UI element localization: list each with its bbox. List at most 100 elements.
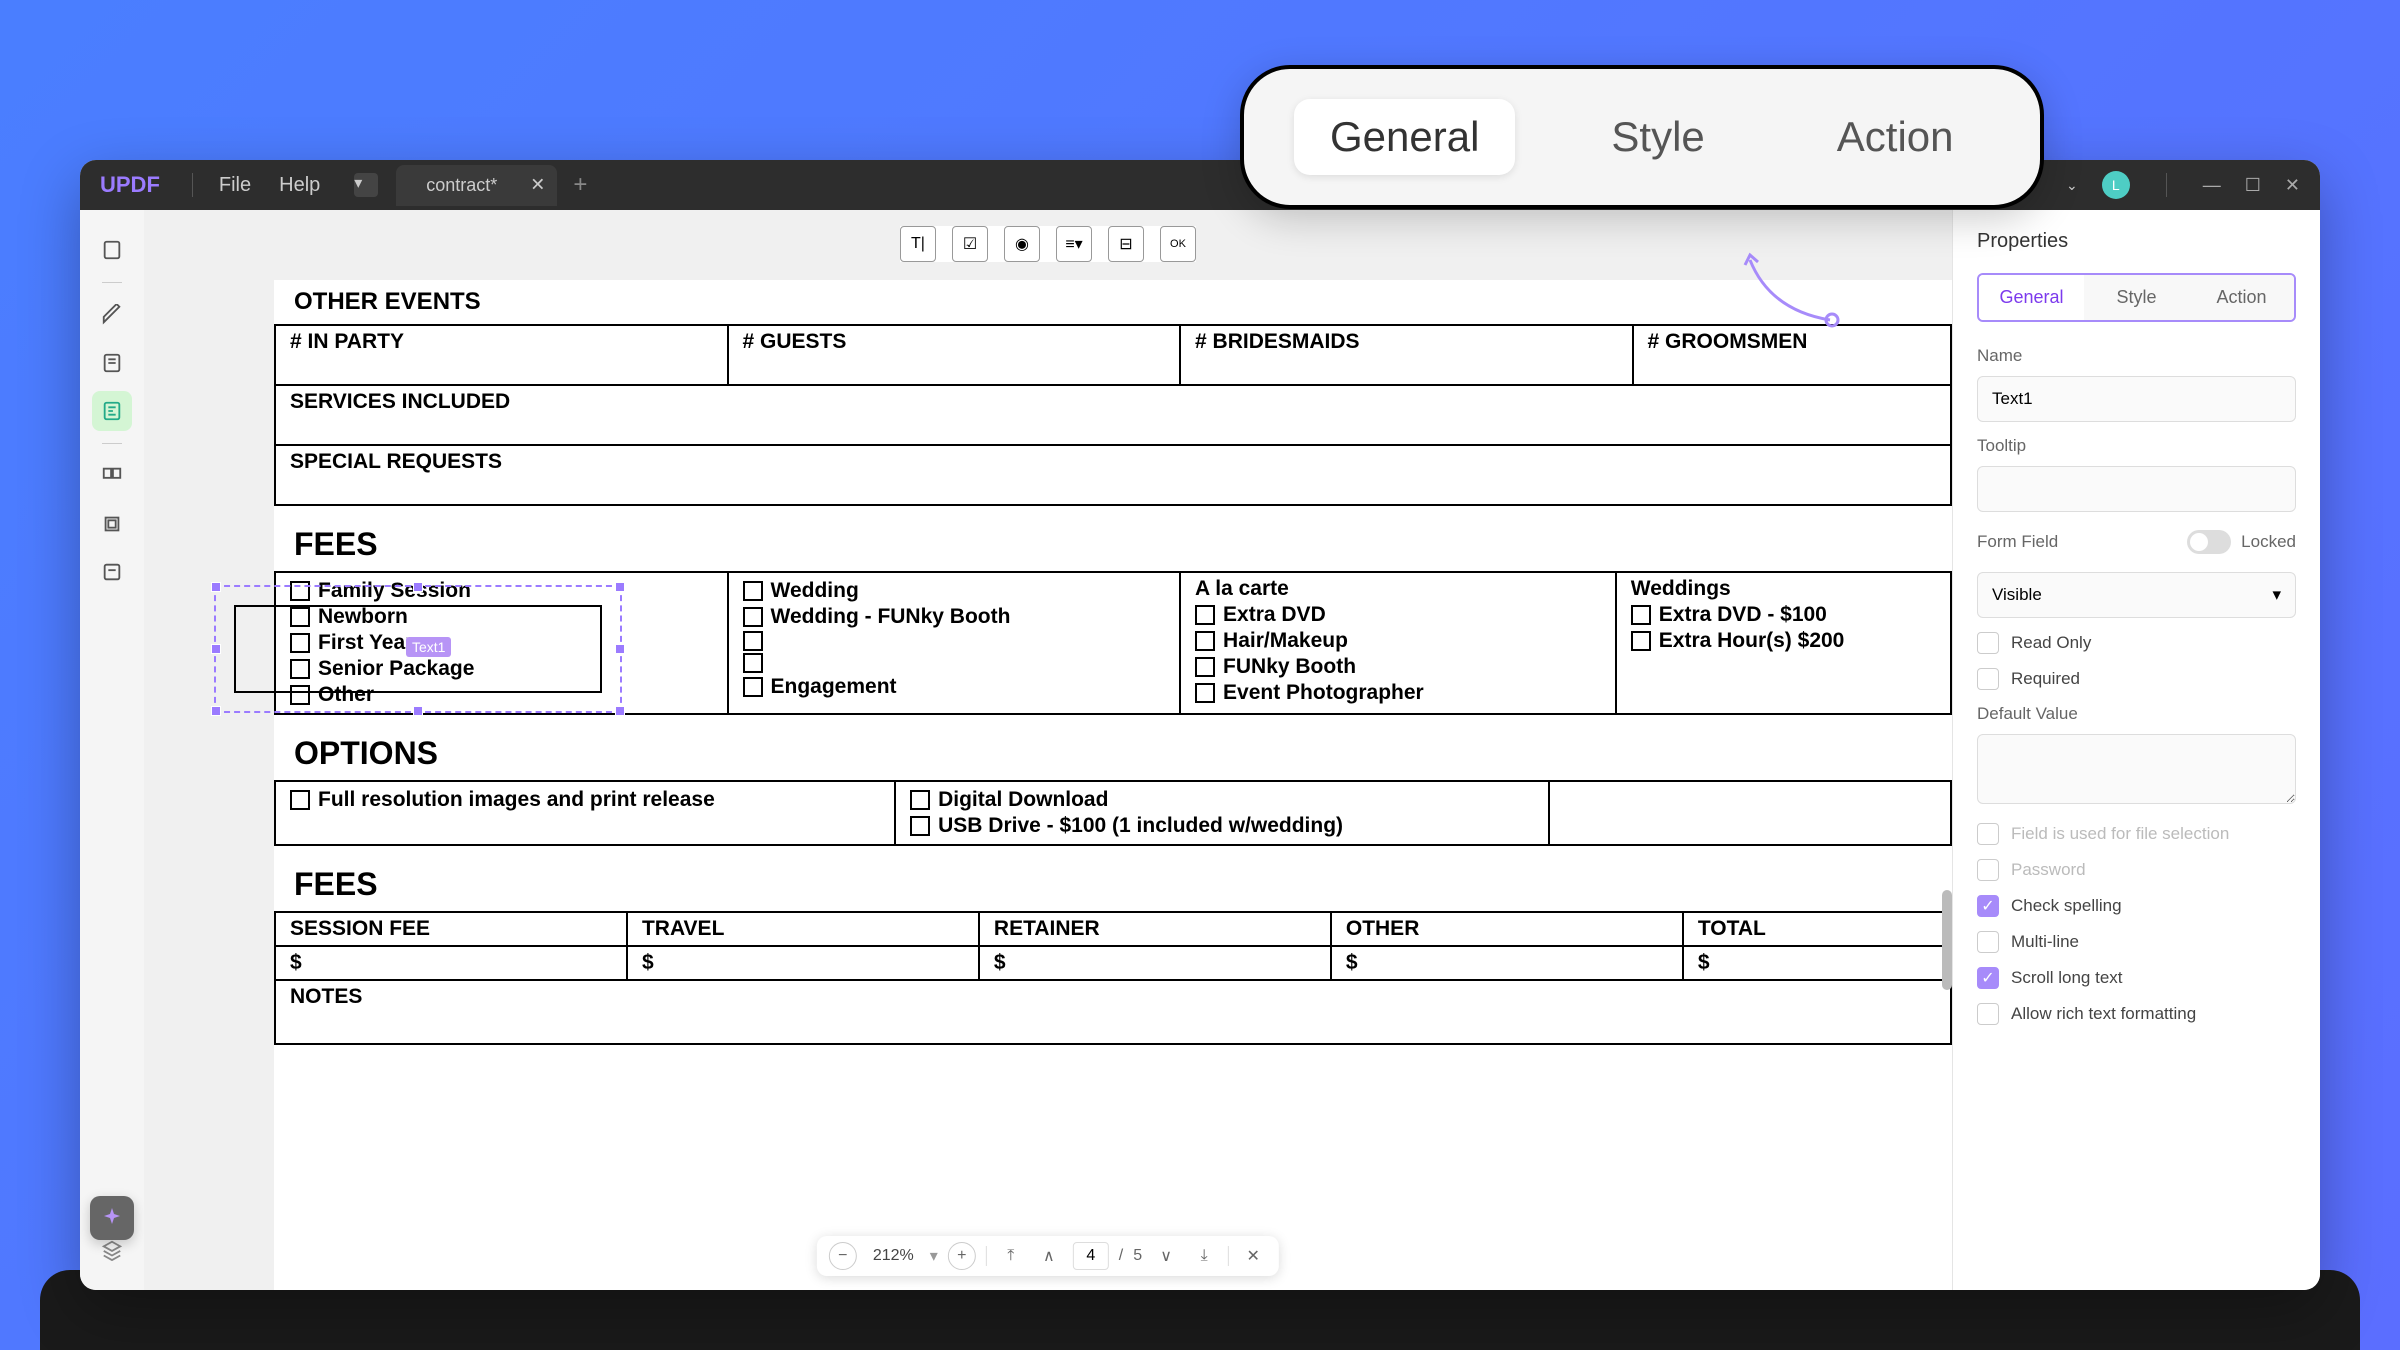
checkbox[interactable] xyxy=(1195,605,1215,625)
checkbox-row: Wedding xyxy=(743,579,1166,603)
checkbox-label: USB Drive - $100 (1 included w/wedding) xyxy=(938,814,1343,838)
checkbox[interactable] xyxy=(910,816,930,836)
checkbox[interactable] xyxy=(1195,683,1215,703)
fee-header: OTHER xyxy=(1346,917,1668,941)
required-checkbox[interactable] xyxy=(1977,668,1999,690)
first-page-button[interactable]: ⤒ xyxy=(997,1242,1025,1270)
app-logo: UPDF xyxy=(100,172,160,198)
button-tool[interactable]: OK xyxy=(1160,226,1196,262)
window-controls: ⌄ L — ☐ ✕ xyxy=(2066,171,2300,199)
read-only-checkbox[interactable] xyxy=(1977,632,1999,654)
property-checkbox[interactable] xyxy=(1977,931,1999,953)
new-tab-button[interactable]: + xyxy=(573,171,587,199)
checkbox[interactable] xyxy=(1631,605,1651,625)
radio-tool[interactable]: ◉ xyxy=(1004,226,1040,262)
dropdown-tool[interactable]: ≡▾ xyxy=(1056,226,1092,262)
checkbox-row: Hair/Makeup xyxy=(1195,629,1601,653)
resize-handle[interactable] xyxy=(615,706,625,716)
page-number-input[interactable] xyxy=(1073,1242,1109,1270)
form-toolbar: T| ☑ ◉ ≡▾ ⊟ OK xyxy=(900,226,1196,262)
tab-general[interactable]: General xyxy=(1979,275,2084,320)
checkbox[interactable] xyxy=(1631,631,1651,651)
checkbox-row: USB Drive - $100 (1 included w/wedding) xyxy=(910,814,1534,838)
reader-tool-icon[interactable] xyxy=(92,230,132,270)
visibility-dropdown[interactable]: Visible ▾ xyxy=(1977,572,2296,618)
resize-handle[interactable] xyxy=(211,644,221,654)
checkbox[interactable] xyxy=(743,653,763,673)
checkbox-label: FUNky Booth xyxy=(1223,655,1356,679)
redact-tool-icon[interactable] xyxy=(92,552,132,592)
minimize-button[interactable]: — xyxy=(2203,175,2221,196)
field-name-badge: Text1 xyxy=(406,637,451,657)
menu-file[interactable]: File xyxy=(219,174,251,197)
resize-handle[interactable] xyxy=(615,582,625,592)
checkbox[interactable] xyxy=(743,581,763,601)
selected-form-field[interactable]: Text1 xyxy=(214,585,622,713)
resize-handle[interactable] xyxy=(413,582,423,592)
checkbox-row: Extra DVD - $100 xyxy=(1631,603,1936,627)
name-input[interactable] xyxy=(1977,376,2296,422)
scrollbar-thumb[interactable] xyxy=(1942,890,1952,990)
resize-handle[interactable] xyxy=(615,644,625,654)
locked-toggle[interactable] xyxy=(2187,530,2231,554)
comment-tool-icon[interactable] xyxy=(92,295,132,335)
tooltip-input[interactable] xyxy=(1977,466,2296,512)
checkbox[interactable] xyxy=(290,790,310,810)
chevron-down-icon: ▾ xyxy=(2272,585,2281,605)
dollar-cell: $ xyxy=(1683,946,1951,980)
tab-style[interactable]: Style xyxy=(2084,275,2189,320)
zoom-in-button[interactable]: + xyxy=(948,1242,976,1270)
section-fees2: FEES xyxy=(274,846,1952,911)
prev-page-button[interactable]: ∧ xyxy=(1035,1242,1063,1270)
party-table: # IN PARTY # GUESTS # BRIDESMAIDS # GROO… xyxy=(274,324,1952,506)
checkbox[interactable] xyxy=(910,790,930,810)
tab-area: ▾ contract* ✕ + xyxy=(354,165,587,206)
next-page-button[interactable]: ∨ xyxy=(1152,1242,1180,1270)
close-toolbar-button[interactable]: ✕ xyxy=(1239,1242,1267,1270)
form-tool-icon[interactable] xyxy=(92,391,132,431)
default-value-input[interactable] xyxy=(1977,734,2296,804)
property-checkbox[interactable] xyxy=(1977,1003,1999,1025)
text-field-tool[interactable]: T| xyxy=(900,226,936,262)
checkbox-row: Extra DVD xyxy=(1195,603,1601,627)
avatar[interactable]: L xyxy=(2102,171,2130,199)
callout-tab-action: Action xyxy=(1801,99,1990,175)
maximize-button[interactable]: ☐ xyxy=(2245,175,2261,196)
crop-tool-icon[interactable] xyxy=(92,504,132,544)
ai-assistant-icon[interactable] xyxy=(90,1196,134,1240)
checkbox-row: Engagement xyxy=(743,675,1166,699)
property-check-label: Scroll long text xyxy=(2011,968,2123,988)
menu-help[interactable]: Help xyxy=(279,174,320,197)
document-tab[interactable]: contract* ✕ xyxy=(396,165,557,206)
checkbox[interactable] xyxy=(743,677,763,697)
checkbox-tool[interactable]: ☑ xyxy=(952,226,988,262)
tab-dropdown-icon[interactable]: ▾ xyxy=(354,173,378,197)
tab-action[interactable]: Action xyxy=(2189,275,2294,320)
property-checkbox[interactable]: ✓ xyxy=(1977,895,1999,917)
edit-tool-icon[interactable] xyxy=(92,343,132,383)
checkbox[interactable] xyxy=(743,607,763,627)
page-navigation-toolbar: − 212% ▾ + ⤒ ∧ / 5 ∨ ⤓ ✕ xyxy=(817,1236,1279,1276)
resize-handle[interactable] xyxy=(413,706,423,716)
zoom-out-button[interactable]: − xyxy=(829,1242,857,1270)
checkbox[interactable] xyxy=(1195,631,1215,651)
property-check-label: Multi-line xyxy=(2011,932,2079,952)
dollar-cell: $ xyxy=(979,946,1331,980)
zoom-dropdown-icon[interactable]: ▾ xyxy=(930,1246,938,1266)
last-page-button[interactable]: ⤓ xyxy=(1190,1242,1218,1270)
close-button[interactable]: ✕ xyxy=(2285,175,2300,196)
close-icon[interactable]: ✕ xyxy=(530,175,545,196)
listbox-tool[interactable]: ⊟ xyxy=(1108,226,1144,262)
chevron-down-icon[interactable]: ⌄ xyxy=(2066,177,2078,194)
property-checkbox[interactable]: ✓ xyxy=(1977,967,1999,989)
checkbox[interactable] xyxy=(743,631,763,651)
resize-handle[interactable] xyxy=(211,706,221,716)
organize-tool-icon[interactable] xyxy=(92,456,132,496)
checkbox-label: Wedding - FUNky Booth xyxy=(771,605,1011,629)
resize-handle[interactable] xyxy=(211,582,221,592)
separator xyxy=(192,173,193,197)
document-page[interactable]: OTHER EVENTS # IN PARTY # GUESTS # BRIDE… xyxy=(274,280,1952,1290)
column-header: Weddings xyxy=(1631,577,1936,601)
checkbox[interactable] xyxy=(1195,657,1215,677)
column-header: A la carte xyxy=(1195,577,1601,601)
